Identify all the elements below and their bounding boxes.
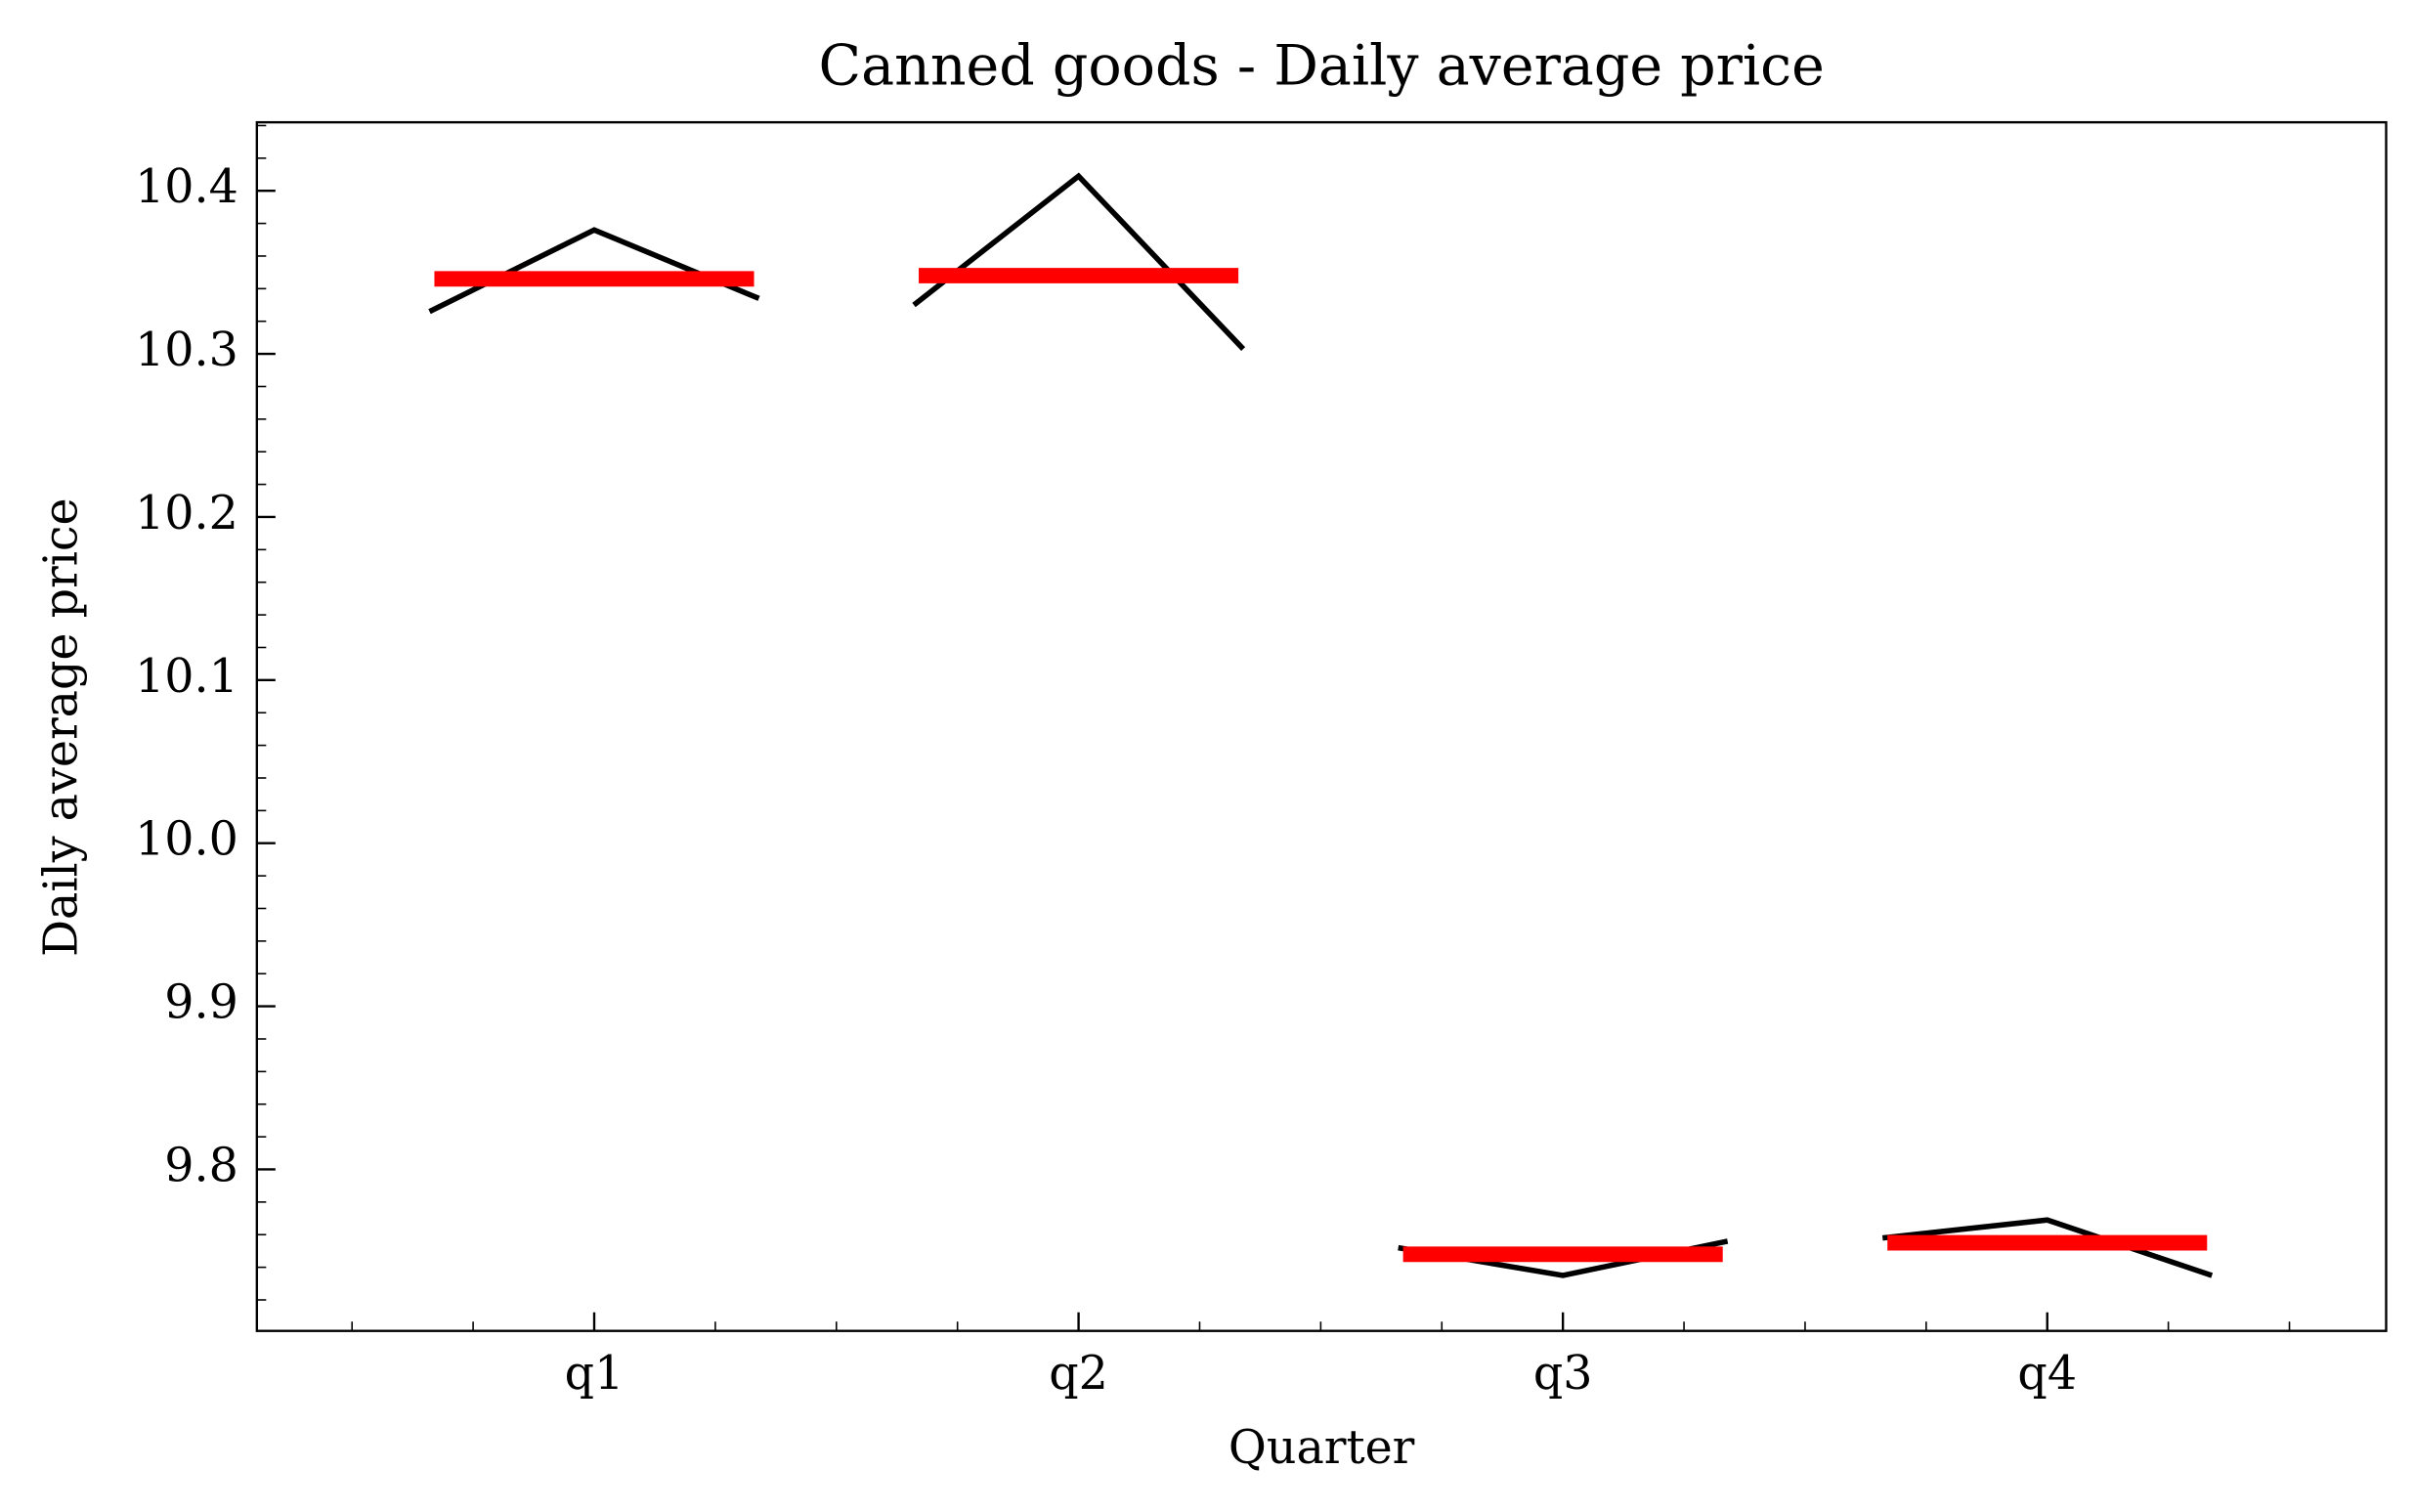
y-tick-label: 10.4	[135, 160, 238, 214]
season-line	[1881, 1217, 2214, 1278]
y-tick-label: 10.1	[135, 650, 238, 704]
y-tick-label: 9.8	[164, 1139, 238, 1192]
x-tick-label: q2	[1049, 1347, 1108, 1401]
y-tick-label: 10.2	[135, 487, 238, 540]
x-tick-label: q4	[2017, 1347, 2077, 1401]
x-tick-label: q1	[565, 1347, 625, 1401]
season-line	[912, 172, 1246, 351]
y-axis-label: Daily average price	[34, 497, 88, 957]
y-tick-label: 9.9	[164, 976, 238, 1030]
chart-title: Canned goods - Daily average price	[819, 33, 1825, 98]
x-axis-label: Quarter	[1229, 1421, 1415, 1475]
y-tick-label: 10.0	[135, 813, 238, 867]
x-tick-label: q3	[1533, 1347, 1593, 1401]
y-tick-label: 10.3	[135, 324, 238, 377]
